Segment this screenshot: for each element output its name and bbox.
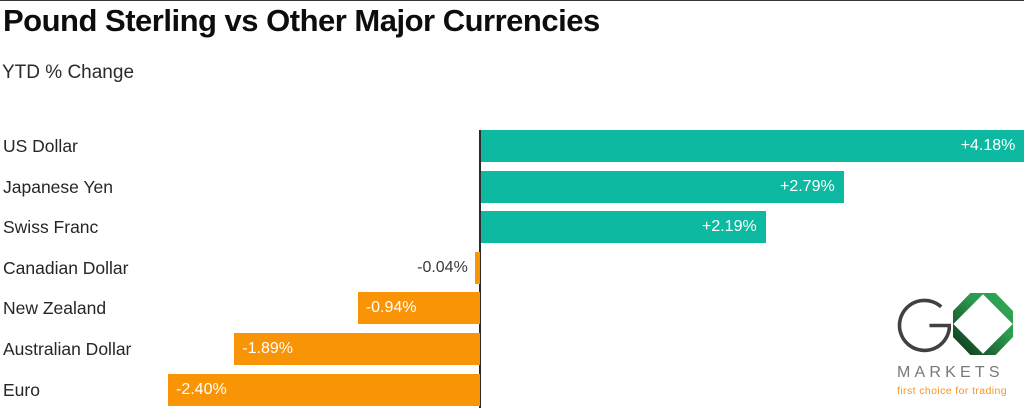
bar-row: Japanese Yen +2.79%: [0, 170, 1024, 203]
bar: [234, 333, 480, 365]
bar: [357, 292, 480, 325]
category-label: Canadian Dollar: [3, 257, 129, 278]
value-label: +2.19%: [701, 218, 757, 236]
chart-subtitle: YTD % Change: [2, 62, 135, 83]
bar-row: New Zealand -0.94%: [0, 292, 1024, 325]
logo-tagline: first choice for trading: [897, 385, 1007, 397]
logo-letter-g: [897, 298, 951, 353]
bar: [168, 373, 480, 406]
bar: [481, 130, 1024, 162]
value-label: -0.94%: [365, 299, 417, 317]
logo-octagon-icon: [953, 293, 1013, 355]
bar: [474, 251, 480, 284]
value-label: -2.40%: [176, 380, 227, 398]
bar-row: Canadian Dollar -0.04%: [0, 251, 1024, 284]
category-label: New Zealand: [3, 298, 107, 319]
logo-diamond-cutout: [953, 294, 1013, 354]
category-label: US Dollar: [3, 136, 78, 156]
value-label: +4.18%: [960, 137, 1016, 154]
value-label: -1.89%: [242, 340, 293, 357]
category-label: Japanese Yen: [3, 176, 113, 197]
bar: [481, 211, 766, 244]
chart-title: Pound Sterling vs Other Major Currencies: [3, 3, 600, 38]
top-border-line: [0, 0, 1024, 1]
logo-brand-row: [897, 290, 1015, 358]
bar-row: US Dollar +4.18%: [0, 130, 1024, 162]
logo-markets-text: MARKETS: [897, 364, 1004, 381]
bar-row: Australian Dollar -1.89%: [0, 333, 1024, 365]
bar-row: Euro -2.40%: [0, 373, 1024, 406]
bar-chart: US Dollar +4.18% Japanese Yen +2.79% Swiss F…: [0, 130, 1024, 408]
go-markets-logo: MARKETS first choice for trading: [897, 290, 1015, 397]
value-label: +2.79%: [779, 177, 835, 195]
category-label: Swiss Franc: [3, 217, 99, 238]
category-label: Australian Dollar: [3, 339, 132, 359]
category-label: Euro: [3, 379, 40, 400]
zero-axis-line: [479, 130, 481, 408]
value-label: -0.04%: [417, 258, 468, 276]
bar-row: Swiss Franc +2.19%: [0, 211, 1024, 244]
bar: [481, 170, 844, 203]
